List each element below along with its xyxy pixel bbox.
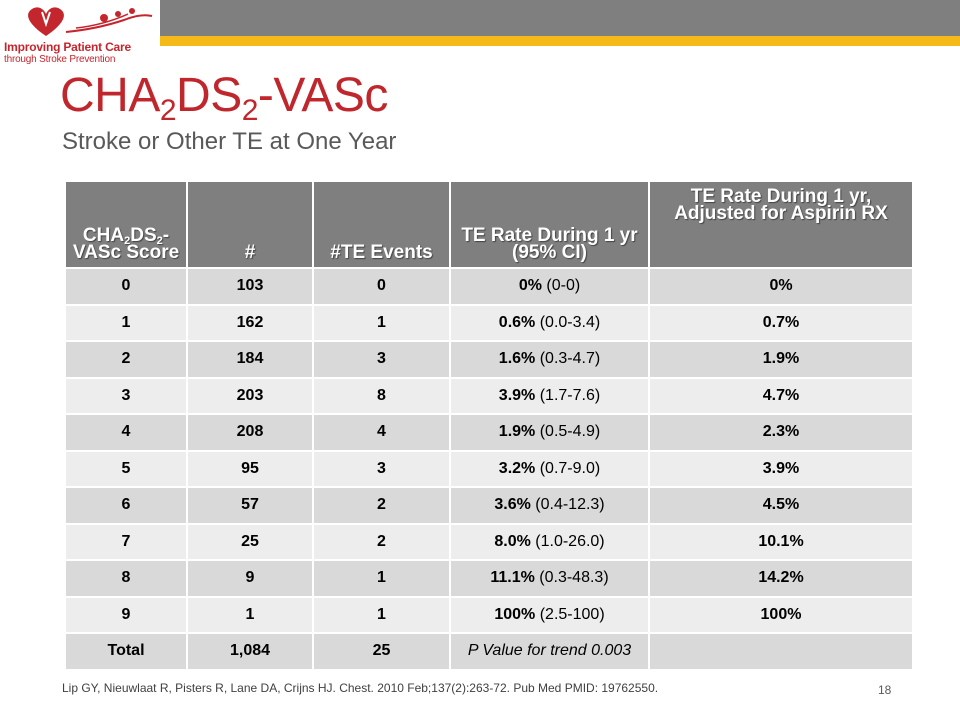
cell-adjusted: 10.1% (648, 522, 914, 561)
cell-events: 1 (312, 303, 451, 342)
cell-adjusted: 4.7% (648, 376, 914, 415)
table-row: 2 184 3 1.6% (0.3-4.7) 1.9% (64, 340, 914, 379)
cell-total-count: 1,084 (186, 632, 314, 671)
cell-rate: 3.9% (1.7-7.6) (449, 376, 650, 415)
cell-adjusted: 100% (648, 595, 914, 634)
cell-events: 1 (312, 559, 451, 598)
cell-adjusted: 0.7% (648, 303, 914, 342)
table-row: 3 203 8 3.9% (1.7-7.6) 4.7% (64, 376, 914, 415)
cell-score: 5 (64, 449, 188, 488)
table-row: 6 57 2 3.6% (0.4-12.3) 4.5% (64, 486, 914, 525)
cell-count: 25 (186, 522, 314, 561)
cell-score: 1 (64, 303, 188, 342)
cell-count: 57 (186, 486, 314, 525)
cell-count: 203 (186, 376, 314, 415)
cell-total-events: 25 (312, 632, 451, 671)
header-score: CHA2DS2- VASc Score (64, 180, 188, 269)
cell-events: 3 (312, 449, 451, 488)
table-row: 4 208 4 1.9% (0.5-4.9) 2.3% (64, 413, 914, 452)
table-row: 9 1 1 100% (2.5-100) 100% (64, 595, 914, 634)
header-adjusted-rate: TE Rate During 1 yr, Adjusted for Aspiri… (648, 180, 914, 269)
logo: Improving Patient Care through Stroke Pr… (0, 0, 160, 70)
cell-rate: 3.2% (0.7-9.0) (449, 449, 650, 488)
table-row: 5 95 3 3.2% (0.7-9.0) 3.9% (64, 449, 914, 488)
cell-events: 0 (312, 267, 451, 306)
cell-count: 208 (186, 413, 314, 452)
cell-adjusted: 2.3% (648, 413, 914, 452)
cell-rate: 3.6% (0.4-12.3) (449, 486, 650, 525)
cell-rate: 1.9% (0.5-4.9) (449, 413, 650, 452)
cell-rate: 100% (2.5-100) (449, 595, 650, 634)
header-events: #TE Events (312, 180, 451, 269)
table-header-row: CHA2DS2- VASc Score # #TE Events TE Rate … (64, 180, 914, 269)
header-count: # (186, 180, 314, 269)
cell-count: 9 (186, 559, 314, 598)
cell-adjusted: 4.5% (648, 486, 914, 525)
cell-p-value: P Value for trend 0.003 (449, 632, 650, 671)
table-row: 7 25 2 8.0% (1.0-26.0) 10.1% (64, 522, 914, 561)
cell-rate: 1.6% (0.3-4.7) (449, 340, 650, 379)
logo-tagline-line2: through Stroke Prevention (4, 54, 116, 65)
cell-adjusted: 0% (648, 267, 914, 306)
gold-stripe (0, 36, 960, 46)
cell-adjusted: 1.9% (648, 340, 914, 379)
cell-score: 9 (64, 595, 188, 634)
cell-score: 4 (64, 413, 188, 452)
cell-total-label: Total (64, 632, 188, 671)
logo-tagline-line1: Improving Patient Care (4, 40, 131, 54)
cell-score: 6 (64, 486, 188, 525)
cell-rate: 11.1% (0.3-48.3) (449, 559, 650, 598)
cell-adjusted: 14.2% (648, 559, 914, 598)
cell-score: 7 (64, 522, 188, 561)
table-row: 0 103 0 0% (0-0) 0% (64, 267, 914, 306)
cell-count: 162 (186, 303, 314, 342)
cell-rate: 8.0% (1.0-26.0) (449, 522, 650, 561)
cell-score: 2 (64, 340, 188, 379)
table-row: 1 162 1 0.6% (0.0-3.4) 0.7% (64, 303, 914, 342)
cell-count: 1 (186, 595, 314, 634)
top-banner (0, 0, 960, 36)
table-total-row: Total 1,084 25 P Value for trend 0.003 (64, 632, 914, 671)
table-row: 8 9 1 11.1% (0.3-48.3) 14.2% (64, 559, 914, 598)
heart-logo-icon (28, 7, 153, 36)
cell-count: 184 (186, 340, 314, 379)
cell-adjusted: 3.9% (648, 449, 914, 488)
cell-score: 8 (64, 559, 188, 598)
cell-count: 103 (186, 267, 314, 306)
stroke-rate-table: CHA2DS2- VASc Score # #TE Events TE Rate … (64, 180, 914, 671)
cell-score: 3 (64, 376, 188, 415)
cell-events: 2 (312, 522, 451, 561)
cell-events: 4 (312, 413, 451, 452)
cell-events: 1 (312, 595, 451, 634)
cell-events: 2 (312, 486, 451, 525)
cell-events: 8 (312, 376, 451, 415)
slide-title: CHA2DS2-VASc (60, 69, 388, 127)
cell-rate: 0% (0-0) (449, 267, 650, 306)
cell-total-adjusted (648, 632, 914, 671)
cell-count: 95 (186, 449, 314, 488)
slide-subtitle: Stroke or Other TE at One Year (62, 128, 397, 155)
page-number: 18 (878, 683, 892, 697)
citation: Lip GY, Nieuwlaat R, Pisters R, Lane DA,… (62, 681, 659, 695)
cell-score: 0 (64, 267, 188, 306)
header-rate: TE Rate During 1 yr (95% CI) (449, 180, 650, 269)
cell-rate: 0.6% (0.0-3.4) (449, 303, 650, 342)
cell-events: 3 (312, 340, 451, 379)
